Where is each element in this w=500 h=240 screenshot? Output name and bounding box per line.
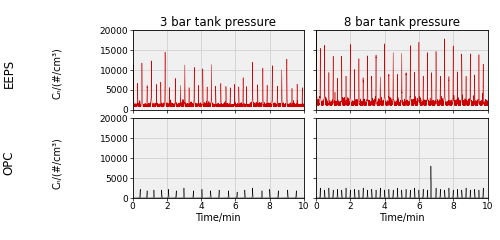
- X-axis label: Time/min: Time/min: [196, 213, 241, 222]
- Text: OPC: OPC: [2, 151, 16, 175]
- Text: EEPS: EEPS: [2, 59, 16, 88]
- Title: 8 bar tank pressure: 8 bar tank pressure: [344, 16, 460, 29]
- X-axis label: Time/min: Time/min: [379, 213, 424, 222]
- Text: Cₙ/(#/cm³): Cₙ/(#/cm³): [52, 47, 62, 99]
- Title: 3 bar tank pressure: 3 bar tank pressure: [160, 16, 276, 29]
- Text: Cₙ/(#/cm³): Cₙ/(#/cm³): [52, 137, 62, 189]
